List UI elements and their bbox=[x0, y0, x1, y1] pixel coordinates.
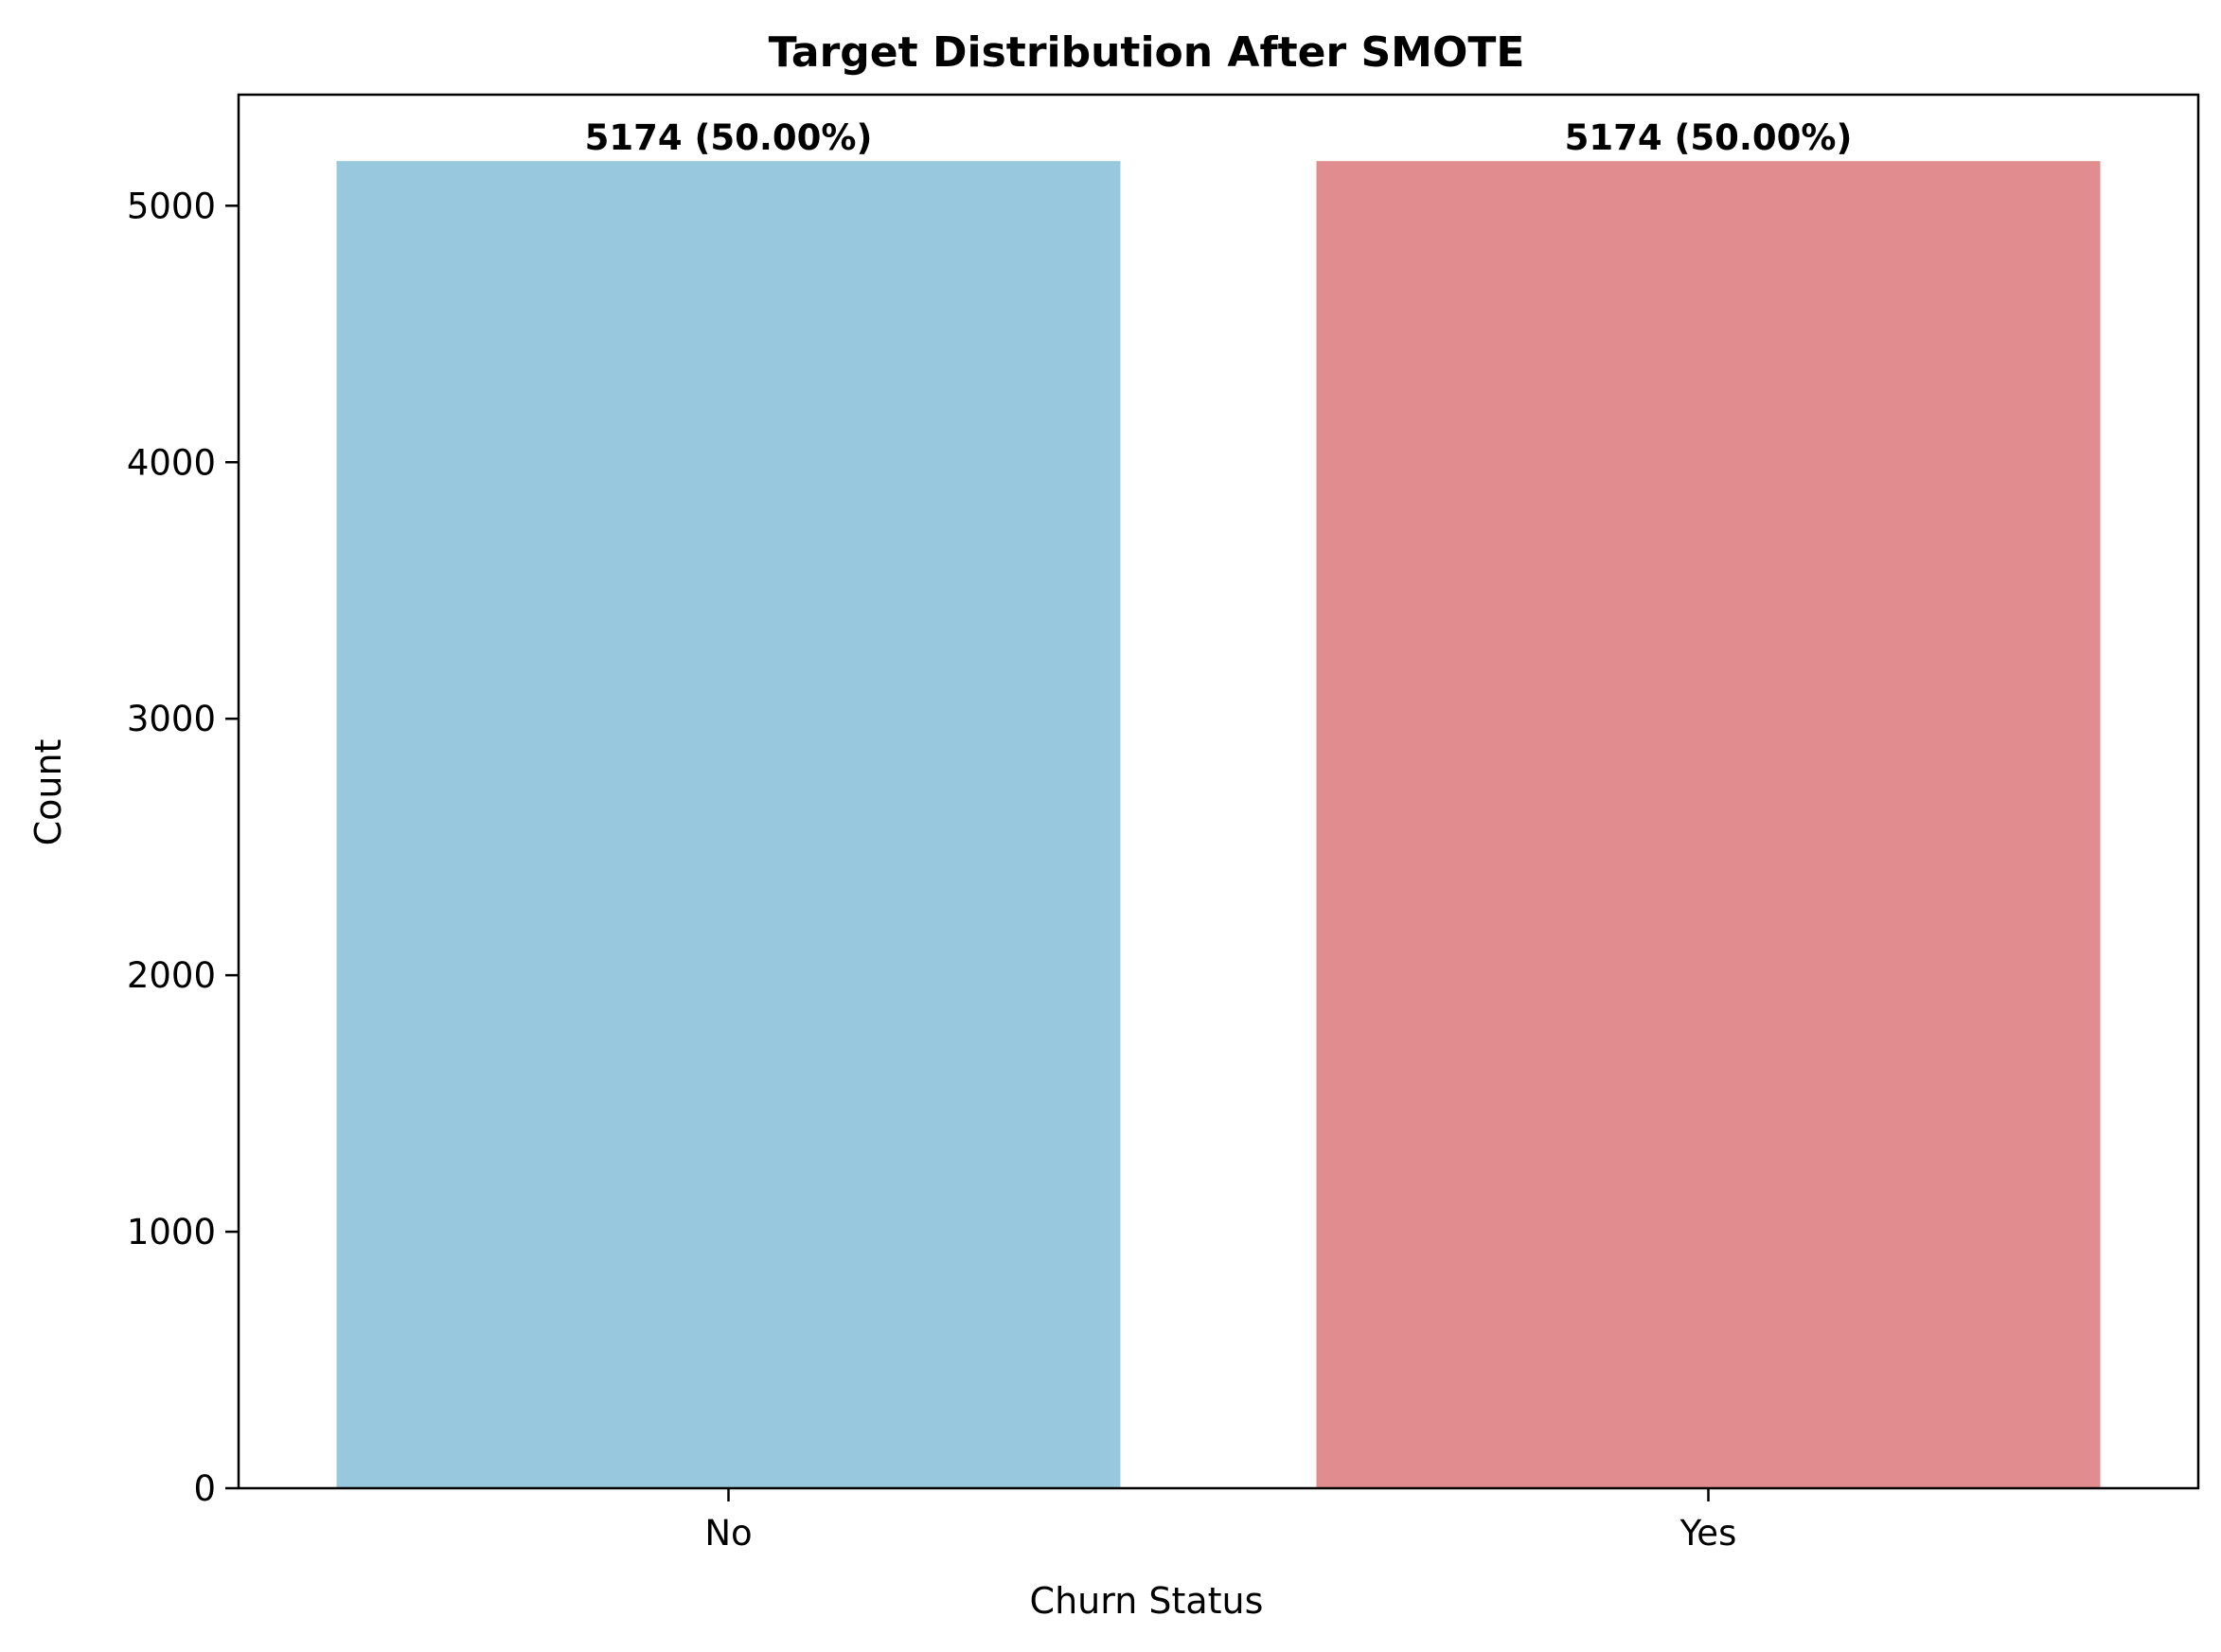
y-axis: 0 1000 2000 3000 4000 5000 bbox=[127, 186, 239, 1509]
data-label-no: 5174 (50.00%) bbox=[585, 117, 873, 158]
chart-title: Target Distribution After SMOTE bbox=[769, 28, 1525, 77]
y-tick-label: 3000 bbox=[127, 699, 216, 739]
y-tick-label: 2000 bbox=[127, 955, 216, 996]
bars-layer bbox=[336, 161, 2101, 1489]
data-label-yes: 5174 (50.00%) bbox=[1565, 117, 1853, 158]
x-axis-label: Churn Status bbox=[1030, 1580, 1264, 1622]
plot-frame bbox=[237, 93, 2200, 1490]
bar-no bbox=[336, 161, 1121, 1489]
x-tick-label-yes: Yes bbox=[1679, 1513, 1737, 1554]
y-tick-label: 1000 bbox=[127, 1212, 216, 1252]
x-tick-label-no: No bbox=[704, 1513, 752, 1554]
y-tick-label: 5000 bbox=[127, 186, 216, 226]
y-tick-label: 0 bbox=[193, 1468, 216, 1509]
bar-yes bbox=[1316, 161, 2101, 1489]
y-tick-label: 4000 bbox=[127, 442, 216, 483]
x-axis: No Yes bbox=[704, 1488, 1736, 1554]
data-labels-layer: 5174 (50.00%) 5174 (50.00%) bbox=[585, 117, 1853, 158]
y-axis-label: Count bbox=[27, 739, 69, 846]
